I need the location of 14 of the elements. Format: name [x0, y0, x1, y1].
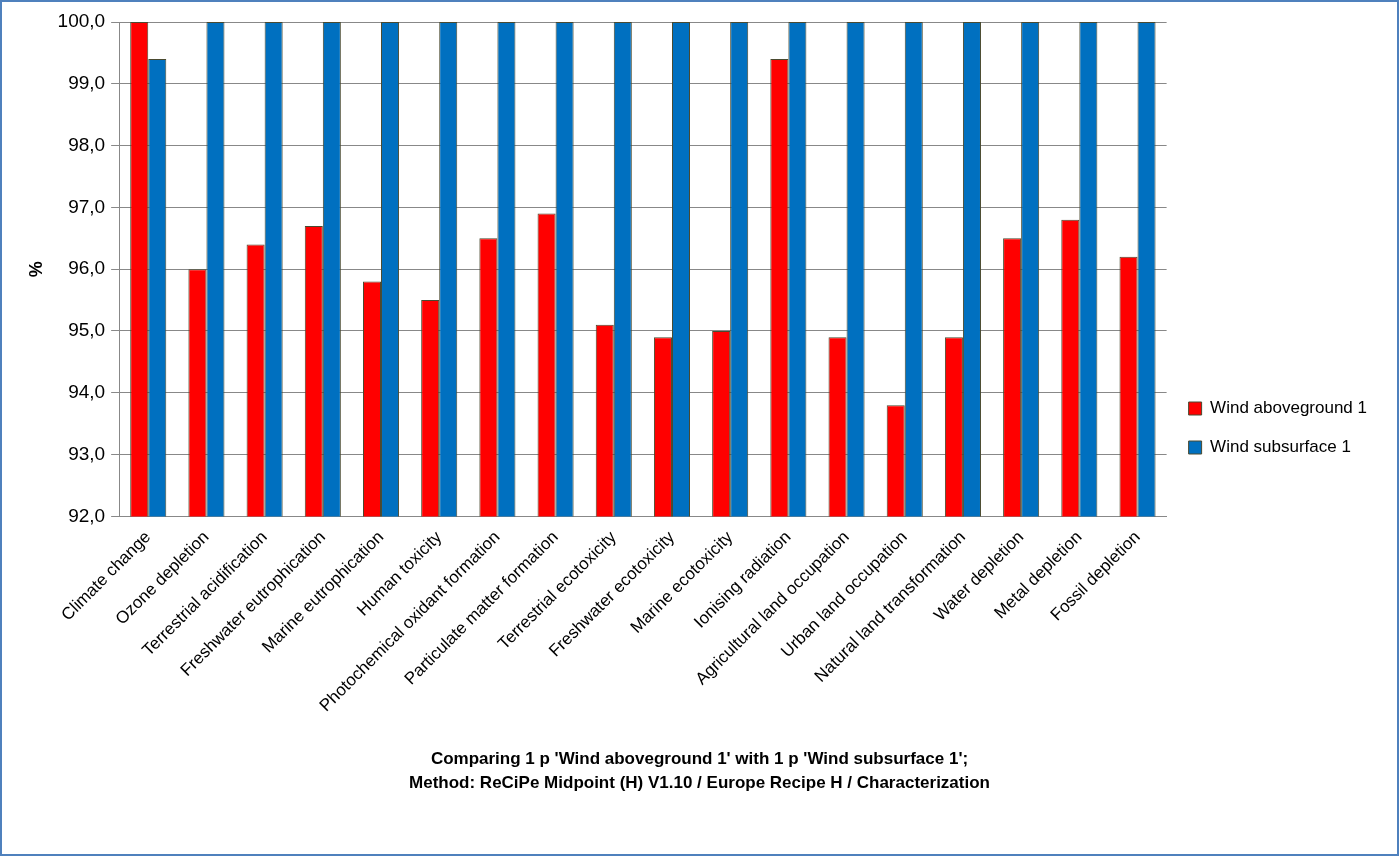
- text: Method: ReCiPe Midpoint (H) V1.10 / Europe Recipe H / Characterization: [409, 773, 990, 793]
- y-tick-label: 99,0: [68, 72, 106, 94]
- y-axis-title: %: [25, 261, 46, 278]
- y-tick-label: 98,0: [68, 133, 106, 155]
- y-tick-label: 92,0: [68, 504, 106, 526]
- y-tick-label: 100,0: [57, 10, 106, 32]
- legend-label: Wind subsurface 1: [1210, 437, 1351, 457]
- text: Comparing 1 p 'Wind aboveground 1' with 1 p 'Wind subsurface 1';: [430, 749, 969, 769]
- y-tick-label: 93,0: [68, 442, 106, 464]
- y-tick-label: 95,0: [68, 319, 106, 341]
- y-tick-label: 97,0: [68, 195, 106, 217]
- y-tick-label: 94,0: [68, 381, 106, 403]
- y-tick-label: 96,0: [68, 257, 106, 279]
- legend-label: Wind aboveground 1: [1210, 398, 1368, 418]
